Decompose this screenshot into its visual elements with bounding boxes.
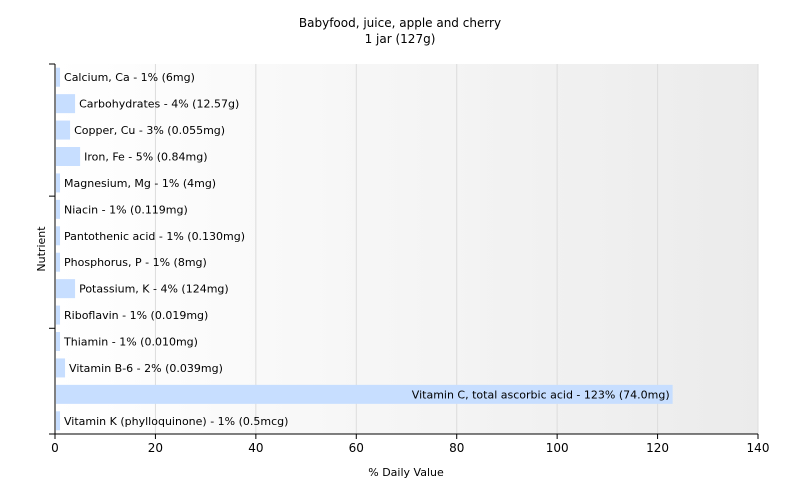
bar: [56, 252, 61, 272]
bar-label: Potassium, K - 4% (124mg): [79, 283, 229, 296]
x-tick-label: 100: [546, 441, 569, 455]
bar: [56, 94, 76, 114]
x-tick-label: 60: [349, 441, 364, 455]
x-axis-label: % Daily Value: [368, 466, 444, 479]
x-tick-label: 120: [646, 441, 669, 455]
x-tick-label: 140: [747, 441, 770, 455]
grid-lines: [154, 64, 759, 434]
bar: [56, 173, 61, 193]
bar-label: Copper, Cu - 3% (0.055mg): [74, 124, 225, 137]
bar-label: Vitamin C, total ascorbic acid - 123% (7…: [412, 388, 670, 401]
bar-label: Iron, Fe - 5% (0.84mg): [84, 151, 207, 164]
x-tick-label: 80: [449, 441, 464, 455]
chart-subtitle: 1 jar (127g): [364, 32, 436, 46]
bar-label: Calcium, Ca - 1% (6mg): [64, 71, 195, 84]
bar-label: Niacin - 1% (0.119mg): [64, 203, 188, 216]
bar: [56, 226, 61, 246]
bar: [56, 358, 66, 378]
bar: [56, 120, 71, 140]
plot-background: [55, 64, 758, 434]
bar-label: Magnesium, Mg - 1% (4mg): [64, 177, 216, 190]
bar: [56, 147, 81, 166]
bar-label: Riboflavin - 1% (0.019mg): [64, 309, 208, 322]
bar-label: Pantothenic acid - 1% (0.130mg): [64, 230, 245, 243]
bar: [56, 279, 76, 299]
x-tick-label: 20: [148, 441, 163, 455]
bar-label: Phosphorus, P - 1% (8mg): [64, 256, 207, 269]
x-tick-label: 40: [248, 441, 263, 455]
bar: [56, 384, 673, 404]
bar: [56, 199, 61, 219]
bar-label: Vitamin K (phylloquinone) - 1% (0.5mcg): [64, 415, 288, 428]
bar: [56, 67, 61, 87]
bar-label: Thiamin - 1% (0.010mg): [63, 336, 198, 349]
x-tick-label: 0: [51, 441, 59, 455]
chart-title: Babyfood, juice, apple and cherry: [298, 16, 502, 30]
bar-label: Vitamin B-6 - 2% (0.039mg): [69, 362, 223, 375]
bar: [56, 411, 61, 431]
bar: [56, 305, 61, 325]
bar: [56, 332, 61, 351]
axes: 0 20 40 60 80 100 120 140: [49, 63, 770, 455]
y-axis-label: Nutrient: [35, 226, 48, 272]
bars: Calcium, Ca - 1% (6mg) Carbohydrates - 4%…: [56, 67, 673, 431]
bar-label: Carbohydrates - 4% (12.57g): [79, 98, 239, 111]
